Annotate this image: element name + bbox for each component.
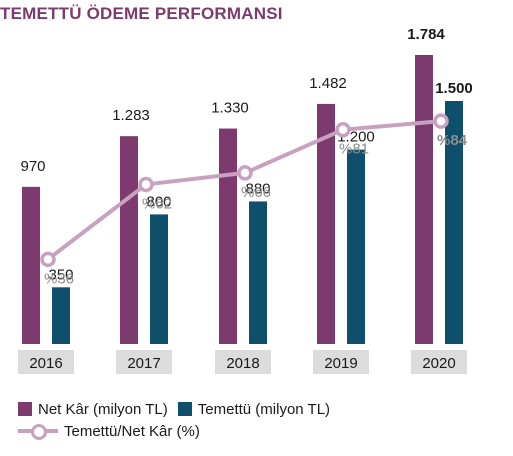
ratio-marker-2016 bbox=[40, 251, 56, 268]
value-label-temettu-2018: 880 bbox=[245, 180, 270, 197]
bar-net-kar-2016 bbox=[22, 186, 40, 344]
legend-swatch-net-kar bbox=[18, 402, 32, 416]
ratio-label-2018: %66 bbox=[241, 184, 271, 201]
value-label-temettu-2020: 1.500 bbox=[435, 80, 473, 97]
value-label-net-kar-2019: 1.482 bbox=[309, 75, 347, 92]
year-box-2016 bbox=[18, 350, 74, 374]
bar-temettu-2018 bbox=[249, 201, 267, 344]
bar-net-kar-2019 bbox=[317, 103, 335, 344]
year-label-2020: 2020 bbox=[422, 355, 455, 372]
year-box-2019 bbox=[313, 350, 369, 374]
year-box-2018 bbox=[215, 350, 271, 374]
chart-title: TEMETTÜ ÖDEME PERFORMANSI bbox=[0, 4, 283, 23]
bar-net-kar-2017 bbox=[120, 136, 138, 344]
bar-temettu-2017 bbox=[150, 214, 168, 344]
legend-item-ratio: Temettü/Net Kâr (%) bbox=[18, 423, 200, 440]
ratio-marker-2020 bbox=[433, 113, 449, 129]
bar-temettu-2020 bbox=[445, 101, 463, 344]
bar-temettu-2019 bbox=[347, 149, 365, 344]
legend-label-ratio: Temettü/Net Kâr (%) bbox=[64, 422, 200, 440]
year-box-2017 bbox=[116, 350, 172, 374]
ratio-label-2016: %36 bbox=[44, 270, 74, 287]
year-label-2019: 2019 bbox=[324, 355, 357, 372]
value-label-net-kar-2020: 1.784 bbox=[407, 26, 445, 43]
year-label-2018: 2018 bbox=[226, 355, 259, 372]
legend: Net Kâr (milyon TL) Temettü (milyon TL) … bbox=[18, 398, 340, 442]
year-box-2020 bbox=[411, 350, 467, 374]
value-label-net-kar-2018: 1.330 bbox=[211, 100, 249, 117]
legend-swatch-temettu bbox=[177, 402, 192, 416]
ratio-marker-2019 bbox=[335, 121, 351, 138]
legend-item-net-kar: Net Kâr (milyon TL) bbox=[18, 401, 168, 418]
year-label-2016: 2016 bbox=[29, 355, 62, 372]
bar-net-kar-2020 bbox=[415, 54, 433, 344]
ratio-label-2017: %62 bbox=[142, 195, 172, 212]
ratio-marker-2018 bbox=[237, 165, 253, 181]
legend-item-temettu: Temettü (milyon TL) bbox=[177, 400, 331, 418]
value-label-temettu-2016: 350 bbox=[48, 266, 73, 283]
bar-temettu-2016 bbox=[52, 287, 70, 344]
legend-label-net-kar: Net Kâr (milyon TL) bbox=[38, 400, 168, 418]
legend-label-temettu: Temettü (milyon TL) bbox=[197, 400, 331, 418]
value-label-net-kar-2017: 1.283 bbox=[112, 107, 150, 124]
value-label-net-kar-2016: 970 bbox=[20, 158, 45, 175]
year-label-2017: 2017 bbox=[127, 355, 160, 372]
value-label-temettu-2017: 800 bbox=[146, 193, 171, 210]
ratio-marker-2017 bbox=[138, 176, 154, 193]
ratio-label-2020: %84 bbox=[437, 132, 468, 149]
bar-net-kar-2018 bbox=[219, 128, 237, 344]
ratio-label-2019: %81 bbox=[339, 141, 369, 158]
legend-swatch-ratio bbox=[18, 424, 58, 440]
